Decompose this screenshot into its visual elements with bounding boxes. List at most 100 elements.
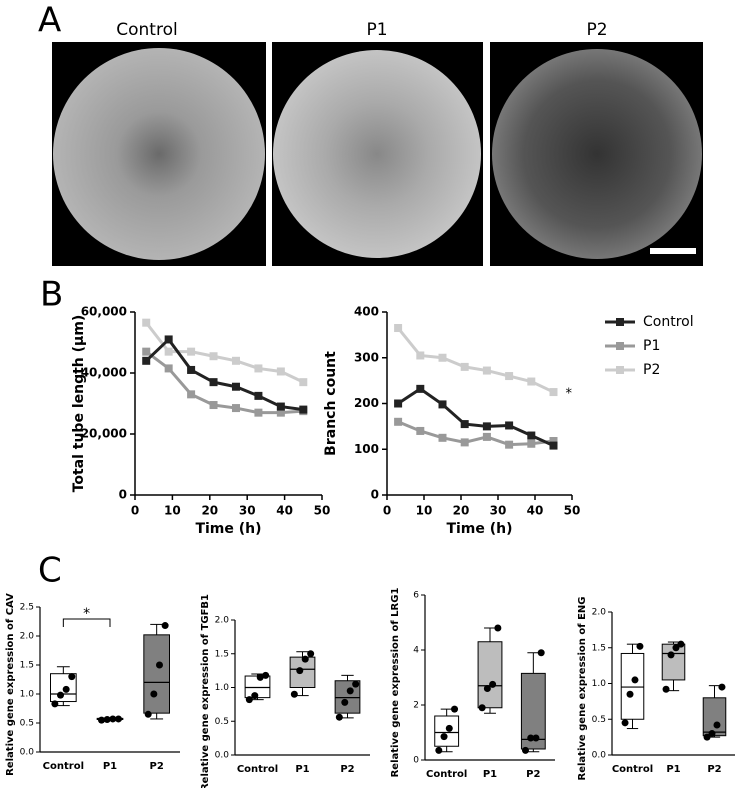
- data-point: [150, 690, 158, 698]
- y-tick-label: 1.0: [215, 683, 230, 693]
- marker: [299, 378, 308, 387]
- y-tick-label: 60,000: [81, 305, 127, 319]
- y-axis-label: Relative gene expression of LRG1: [390, 588, 401, 778]
- marker: [231, 404, 240, 413]
- marker: [549, 437, 558, 446]
- panel-label: A: [38, 1, 61, 41]
- data-point: [341, 698, 349, 706]
- panel-label: B: [40, 275, 63, 315]
- marker: [549, 441, 558, 450]
- x-tick-label: 10: [416, 504, 433, 518]
- y-axis-label: Relative gene expression of ENG: [577, 597, 588, 781]
- data-point: [483, 685, 491, 692]
- marker: [231, 356, 240, 365]
- micrograph: [272, 42, 483, 266]
- y-tick-label: 0.0: [592, 751, 607, 761]
- data-point: [62, 685, 70, 693]
- data-point: [440, 733, 448, 741]
- data-point: [708, 730, 716, 738]
- data-point: [521, 746, 529, 754]
- data-point: [677, 640, 685, 648]
- y-tick-label: 2.0: [592, 608, 607, 618]
- data-point: [51, 700, 59, 708]
- x-tick-label: P1: [483, 769, 497, 780]
- marker: [482, 432, 491, 441]
- y-tick-label: 6: [413, 591, 419, 601]
- y-tick-label: 20,000: [81, 427, 127, 441]
- data-point: [262, 671, 270, 679]
- data-point: [532, 734, 540, 742]
- marker: [394, 399, 403, 408]
- annotation: *: [83, 606, 90, 622]
- x-tick-label: 40: [276, 504, 293, 518]
- x-tick-label: 0: [383, 504, 391, 518]
- y-tick-label: 2.0: [20, 632, 35, 642]
- data-point: [68, 673, 76, 681]
- marker: [416, 426, 425, 435]
- marker: [394, 324, 403, 333]
- box: [620, 652, 645, 720]
- data-point: [307, 650, 315, 658]
- legend-label: P1: [643, 338, 660, 354]
- marker: [527, 377, 536, 386]
- data-point: [57, 691, 65, 699]
- y-tick-label: 1.0: [20, 690, 35, 700]
- data-point: [713, 721, 721, 729]
- y-tick-label: 0.0: [215, 751, 230, 761]
- y-tick-label: 200: [354, 396, 379, 410]
- data-point: [290, 690, 298, 698]
- y-tick-label: 400: [354, 305, 379, 319]
- data-point: [144, 710, 152, 718]
- data-point: [155, 661, 163, 669]
- data-point: [335, 713, 343, 721]
- image-title: Control: [116, 20, 177, 40]
- x-tick-label: 20: [453, 504, 470, 518]
- data-point: [662, 685, 670, 693]
- data-point: [256, 673, 264, 681]
- data-point: [718, 683, 726, 691]
- data-point: [478, 704, 486, 712]
- marker: [254, 408, 263, 417]
- marker: [505, 372, 514, 381]
- marker: [438, 400, 447, 409]
- data-point: [98, 716, 106, 724]
- data-point: [445, 724, 453, 732]
- annotation: *: [566, 387, 573, 402]
- box: [477, 641, 503, 709]
- y-tick-label: 4: [413, 646, 419, 656]
- marker: [460, 420, 469, 429]
- marker: [231, 382, 240, 391]
- marker: [299, 405, 308, 414]
- legend-label: Control: [643, 314, 694, 330]
- micrograph: [52, 42, 266, 266]
- x-tick-label: 30: [239, 504, 256, 518]
- x-tick-label: 10: [164, 504, 181, 518]
- marker: [482, 366, 491, 375]
- data-point: [296, 667, 304, 675]
- marker: [142, 318, 151, 327]
- y-tick-label: 1.5: [20, 661, 34, 671]
- x-tick-label: 20: [201, 504, 218, 518]
- data-point: [489, 680, 497, 688]
- marker: [276, 402, 285, 411]
- data-point: [161, 622, 169, 630]
- box: [143, 634, 170, 714]
- x-tick-label: 0: [131, 504, 139, 518]
- y-tick-label: 0.5: [592, 715, 606, 725]
- x-tick-label: Control: [43, 761, 84, 772]
- marker: [164, 364, 173, 373]
- data-point: [636, 642, 644, 650]
- marker: [254, 364, 263, 373]
- marker: [460, 438, 469, 447]
- marker: [505, 440, 514, 449]
- marker: [142, 356, 151, 365]
- x-tick-label: P1: [295, 764, 309, 775]
- y-tick-label: 0.5: [215, 717, 229, 727]
- y-tick-label: 0: [119, 488, 127, 502]
- marker: [209, 378, 218, 387]
- marker: [164, 335, 173, 344]
- y-axis-label: Branch count: [323, 351, 339, 456]
- x-tick-label: 40: [527, 504, 544, 518]
- marker: [254, 391, 263, 400]
